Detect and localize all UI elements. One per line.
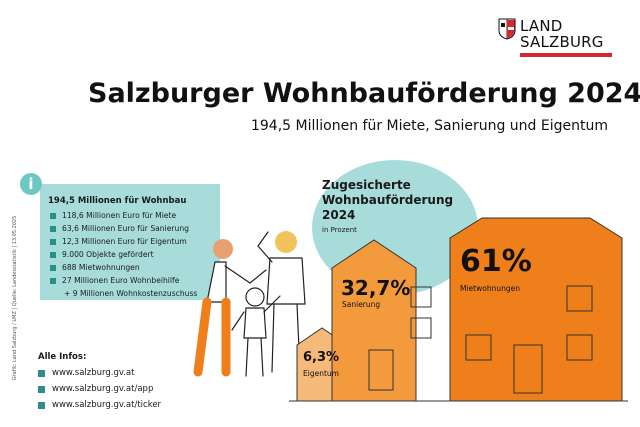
info-icon: i	[20, 173, 42, 195]
info-item: 688 Mietwohnungen	[50, 263, 140, 272]
link-item[interactable]: www.salzburg.gv.at/ticker	[38, 400, 161, 410]
info-item: 9.000 Objekte gefördert	[50, 250, 154, 259]
info-item: 118,6 Millionen Euro für Miete	[50, 211, 176, 220]
window-icon	[566, 285, 593, 312]
bullet-icon	[50, 277, 56, 284]
category-label-sanierung: Sanierung	[342, 300, 381, 309]
door-icon	[513, 344, 543, 394]
family-illustration	[193, 231, 306, 377]
info-item: 27 Millionen Euro Wohnbeihilfe	[50, 276, 179, 285]
bullet-icon	[38, 401, 45, 409]
link-item[interactable]: www.salzburg.gv.at/app	[38, 384, 153, 394]
bullet-icon	[38, 369, 45, 377]
info-heading: 194,5 Millionen für Wohnbau	[48, 196, 187, 206]
window-icon	[566, 334, 593, 361]
window-icon	[410, 286, 432, 308]
value-label-eigentum: 6,3%	[303, 350, 340, 365]
logo-line1: LAND	[520, 17, 563, 35]
coat-of-arms-icon	[498, 18, 516, 40]
category-label-mietwohnungen: Mietwohnungen	[460, 284, 520, 293]
land-salzburg-logo: LAND SALZBURG	[498, 18, 618, 60]
info-box	[40, 184, 220, 300]
bullet-icon	[38, 385, 45, 393]
info-item: 63,6 Millionen Euro für Sanierung	[50, 224, 189, 233]
value-label-sanierung: 32,7%	[341, 276, 411, 300]
value-label-mietwohnungen: 61%	[460, 244, 532, 279]
door-icon	[368, 349, 394, 391]
info-extra: + 9 Millionen Wohnkostenzuschuss	[64, 289, 198, 298]
category-label-eigentum: Eigentum	[303, 369, 339, 378]
bullet-icon	[50, 238, 56, 245]
links-title: Alle Infos:	[38, 352, 87, 362]
logo-underline	[520, 53, 612, 57]
page-title: Salzburger Wohnbauförderung 2024	[88, 78, 640, 109]
link-item[interactable]: www.salzburg.gv.at	[38, 368, 134, 378]
houses	[289, 217, 628, 402]
house-sanierung	[331, 239, 417, 402]
bullet-icon	[50, 212, 56, 219]
bullet-icon	[50, 225, 56, 232]
chart-unit: in Prozent	[322, 226, 357, 234]
window-icon	[465, 334, 492, 361]
info-item: 12,3 Millionen Euro für Eigentum	[50, 237, 187, 246]
chart-title: Zugesicherte Wohnbauförderung 2024	[322, 178, 454, 222]
bullet-icon	[50, 251, 56, 258]
bullet-icon	[50, 264, 56, 271]
window-icon	[410, 317, 432, 339]
page-subtitle: 194,5 Millionen für Miete, Sanierung und…	[250, 118, 608, 134]
logo-line2: SALZBURG	[520, 33, 604, 51]
